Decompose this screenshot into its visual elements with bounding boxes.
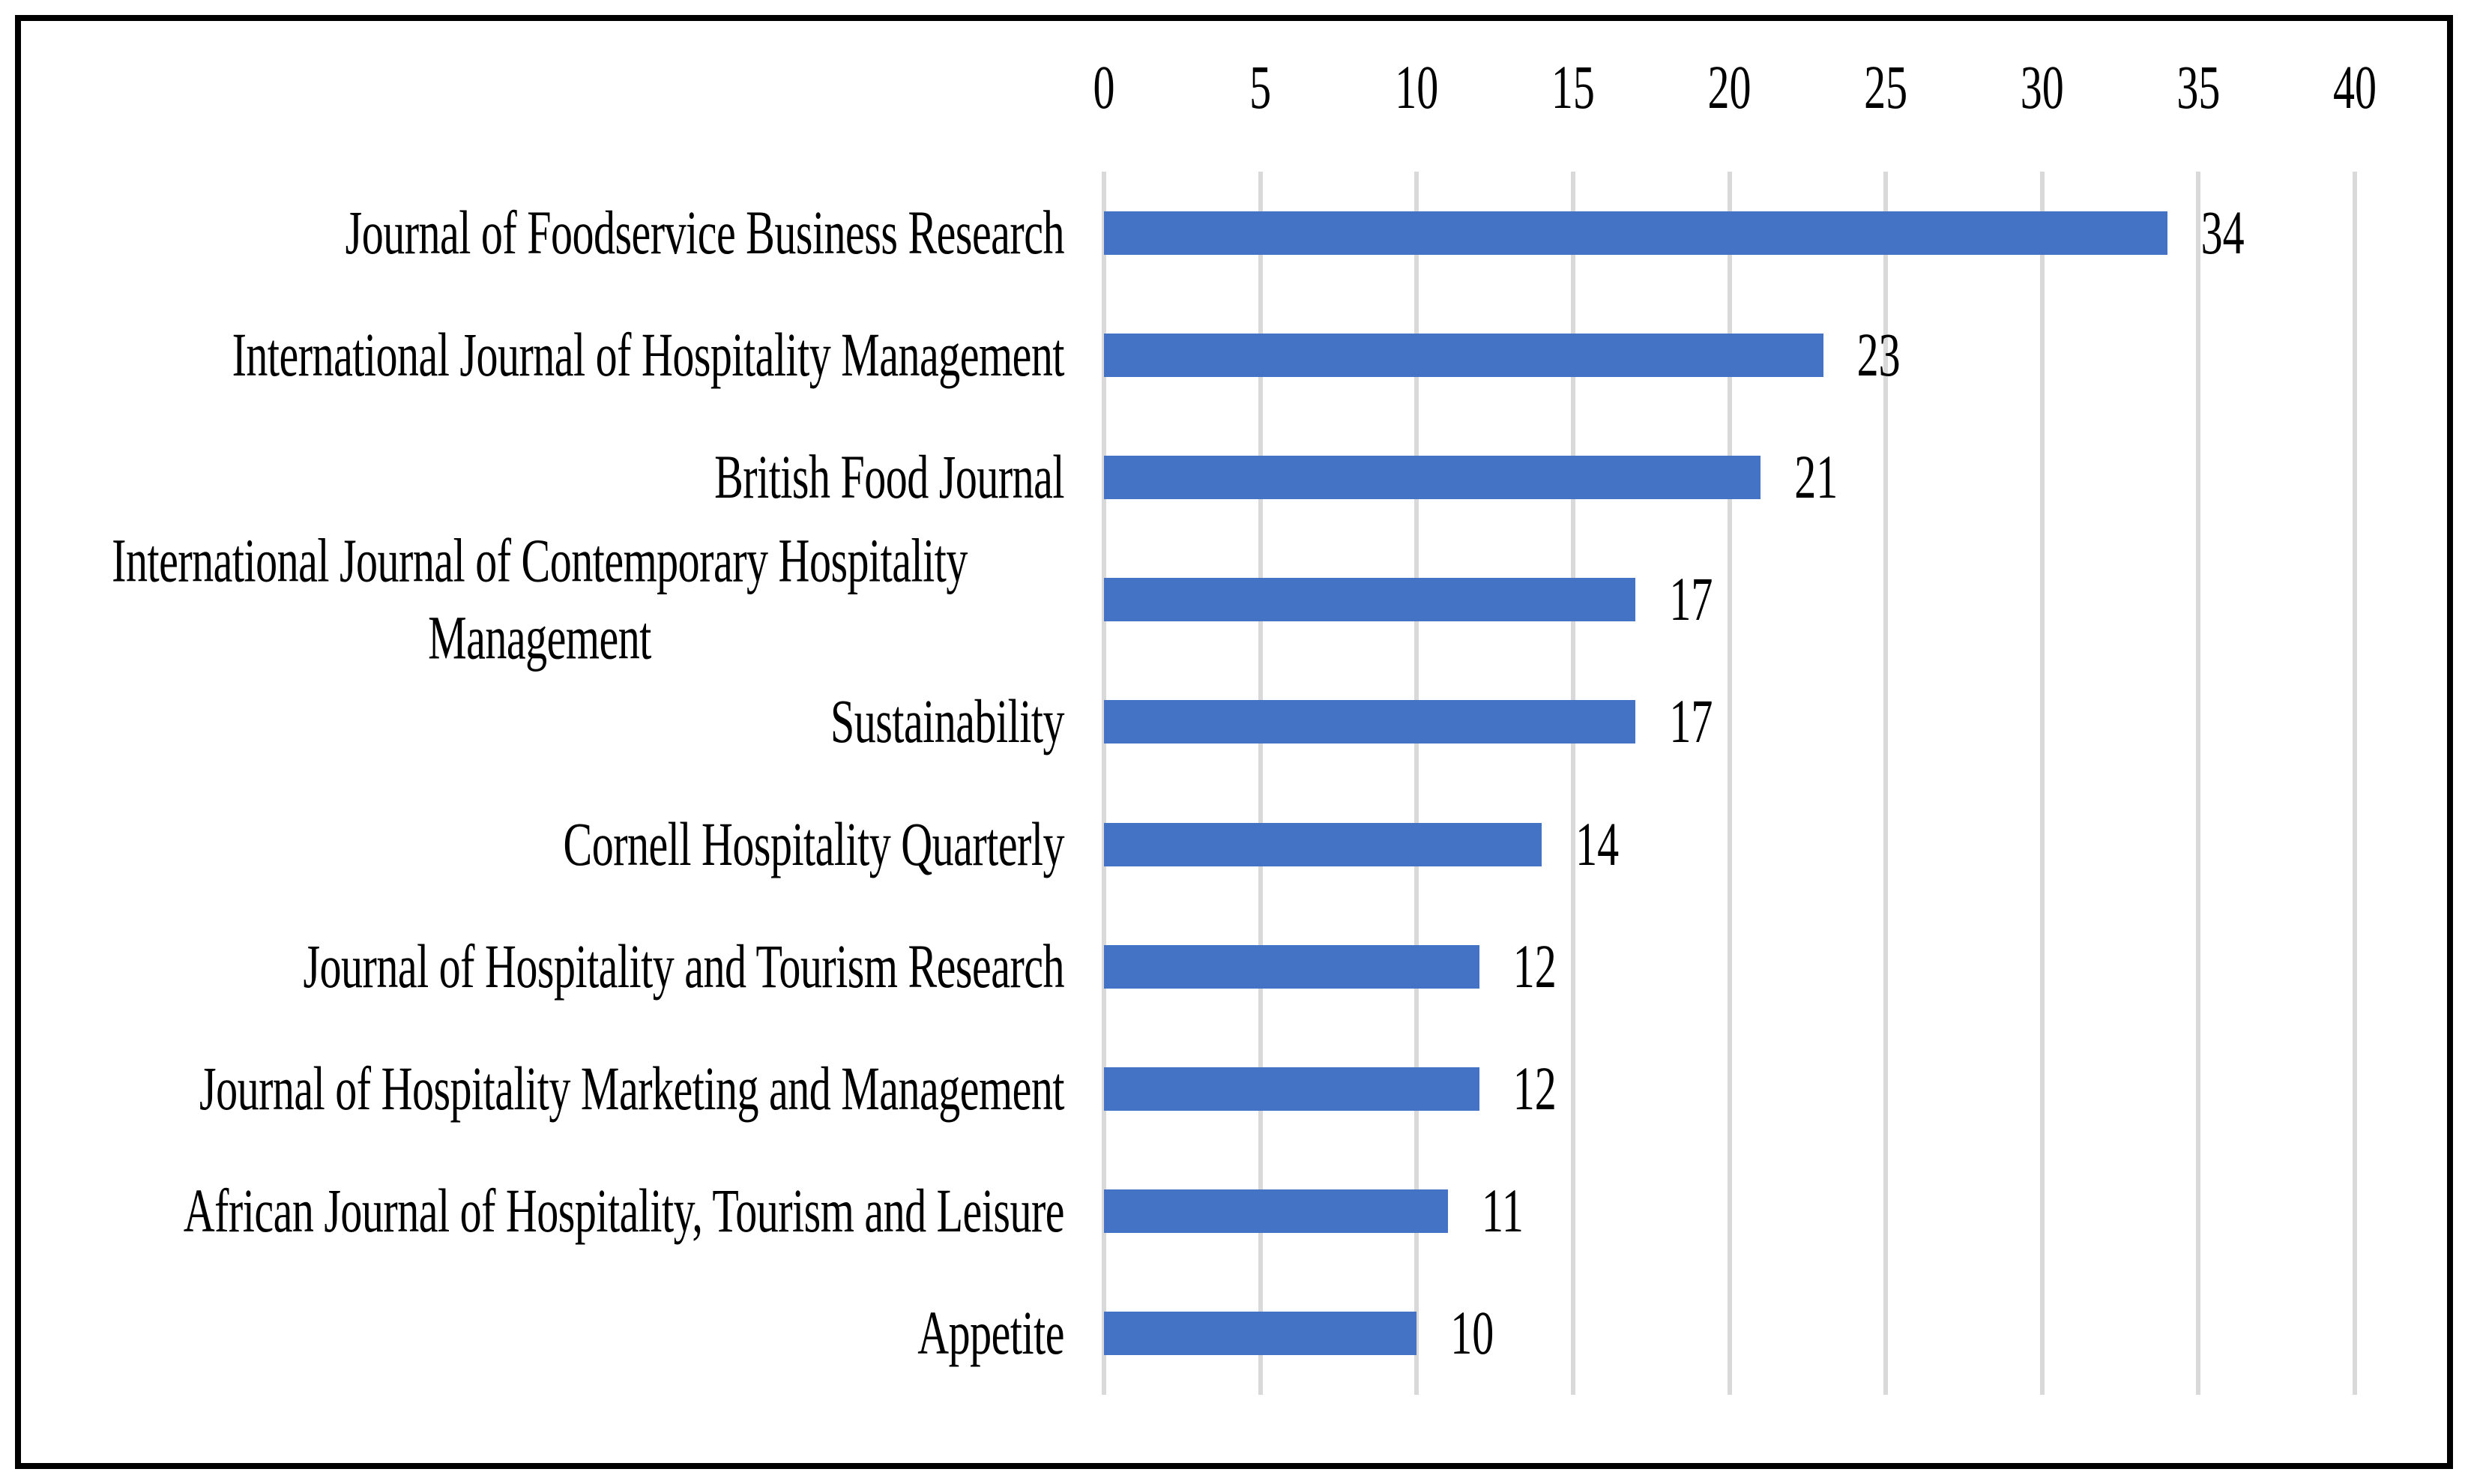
bar [1104, 578, 1636, 622]
category-label: Journal of Foodservice Business Research [345, 197, 1065, 268]
gridline [1883, 172, 1889, 1395]
x-tick-label: 25 [1864, 52, 1908, 122]
bar-row: 34 [1104, 172, 2355, 294]
category-label: African Journal of Hospitality, Tourism … [183, 1176, 1065, 1246]
category-label: International Journal of Hospitality Man… [232, 319, 1065, 390]
bar [1104, 211, 2167, 255]
gridline [2196, 172, 2201, 1395]
bar-row: 12 [1104, 1028, 2355, 1150]
gridline [2039, 172, 2045, 1395]
plot-area: 34 23 21 17 17 14 12 12 11 10 [1102, 172, 2357, 1395]
gridline [1102, 172, 1106, 1395]
label-slot: British Food Journal [15, 416, 1064, 538]
label-slot: African Journal of Hospitality, Tourism … [15, 1150, 1065, 1273]
gridline [1414, 172, 1419, 1395]
x-tick-label: 10 [1395, 52, 1439, 122]
x-tick-label: 5 [1249, 52, 1272, 122]
gridline [2353, 172, 2357, 1395]
label-slot: Sustainability [15, 661, 1065, 783]
bar [1104, 333, 1823, 377]
value-label: 17 [1669, 687, 1713, 757]
category-label: Appetite [917, 1298, 1064, 1369]
bar [1104, 944, 1479, 989]
x-tick-label: 30 [2020, 52, 2064, 122]
x-tick-label: 40 [2333, 52, 2377, 122]
bar [1104, 456, 1761, 499]
bar-row: 11 [1104, 1150, 2355, 1273]
gridline [1258, 172, 1263, 1395]
label-slot: Appetite [15, 1273, 1064, 1395]
gridline [1727, 172, 1732, 1395]
value-label: 21 [1794, 441, 1838, 512]
category-label: Journal of Hospitality Marketing and Man… [199, 1053, 1064, 1123]
value-label: 10 [1450, 1298, 1494, 1369]
bar-row: 17 [1104, 661, 2355, 783]
x-tick-label: 15 [1551, 52, 1595, 122]
gridline [1570, 172, 1575, 1395]
category-labels: Journal of Foodservice Business Research… [15, 172, 1064, 1395]
value-label: 17 [1669, 564, 1713, 634]
bar [1104, 1189, 1448, 1234]
label-slot: International Journal of Contemporary Ho… [15, 526, 1064, 673]
label-slot: Journal of Hospitality Marketing and Man… [15, 1028, 1064, 1150]
value-label: 14 [1575, 809, 1620, 879]
bar [1104, 822, 1542, 866]
x-tick-label: 35 [2176, 52, 2221, 122]
bar [1104, 1067, 1479, 1112]
category-label: Cornell Hospitality Quarterly [563, 809, 1065, 879]
x-tick-label: 20 [1707, 52, 1752, 122]
bar-row: 10 [1104, 1273, 2355, 1395]
value-label: 12 [1512, 931, 1557, 1001]
bar-row: 17 [1104, 539, 2355, 661]
value-label: 11 [1481, 1176, 1524, 1246]
x-tick-label: 0 [1093, 52, 1115, 122]
category-label: International Journal of Contemporary Ho… [112, 525, 968, 673]
label-slot: International Journal of Hospitality Man… [15, 294, 1065, 416]
category-label: Journal of Hospitality and Tourism Resea… [303, 931, 1064, 1001]
bar-rows: 34 23 21 17 17 14 12 12 11 10 [1104, 172, 2355, 1395]
label-slot: Journal of Foodservice Business Research [15, 172, 1065, 294]
bar-row: 12 [1104, 905, 2355, 1028]
label-slot: Journal of Hospitality and Tourism Resea… [15, 905, 1064, 1028]
value-label: 12 [1512, 1053, 1557, 1123]
bar-row: 21 [1104, 416, 2355, 538]
x-axis-top: 0 5 10 15 20 25 30 35 40 [1093, 0, 2377, 172]
value-label: 34 [2200, 197, 2245, 268]
bar [1104, 1312, 1417, 1356]
bar [1104, 700, 1636, 744]
bar-row: 23 [1104, 294, 2355, 416]
category-label: Sustainability [830, 687, 1065, 757]
category-label: British Food Journal [714, 441, 1064, 512]
value-label: 23 [1856, 319, 1901, 390]
label-slot: Cornell Hospitality Quarterly [15, 783, 1065, 905]
bar-row: 14 [1104, 783, 2355, 905]
